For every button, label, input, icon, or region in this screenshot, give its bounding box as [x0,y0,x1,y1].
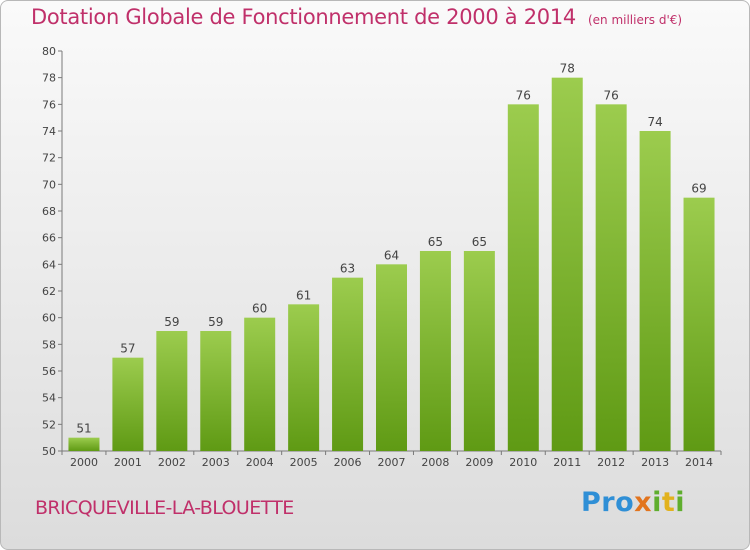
bar [683,197,715,451]
title-text: Dotation Globale de Fonctionnement de 20… [31,5,576,29]
data-label: 76 [604,88,619,102]
y-tick-label: 78 [42,72,56,85]
x-tick-label: 2004 [246,456,274,469]
x-tick-label: 2011 [553,456,581,469]
x-tick-label: 2007 [378,456,406,469]
x-tick-label: 2001 [114,456,142,469]
data-label: 51 [76,422,91,436]
bar [68,437,100,451]
chart-title: Dotation Globale de Fonctionnement de 20… [31,5,682,29]
data-label: 69 [691,182,706,196]
bar [507,104,539,451]
x-tick-label: 2005 [290,456,318,469]
bar [112,357,144,451]
bar [463,251,495,451]
logo-part-3: i [652,487,662,518]
bar [200,331,232,451]
data-label: 61 [296,288,311,302]
data-label: 59 [208,315,223,329]
y-tick-label: 62 [42,285,56,298]
y-tick-label: 64 [42,258,56,271]
data-label: 57 [120,342,135,356]
bar [244,317,276,451]
y-tick-label: 54 [42,392,56,405]
x-tick-label: 2012 [597,456,625,469]
logo-part-1: Pro [581,487,635,518]
y-tick-label: 76 [42,98,56,111]
x-tick-label: 2006 [334,456,362,469]
bar [376,264,407,451]
x-tick-label: 2013 [641,456,669,469]
bar [419,251,451,451]
data-label: 59 [164,315,179,329]
y-tick-label: 70 [42,178,56,191]
bar [288,304,320,451]
y-tick-label: 60 [42,312,56,325]
y-tick-label: 58 [42,338,56,351]
commune-name: BRICQUEVILLE-LA-BLOUETTE [35,497,294,519]
y-tick-label: 68 [42,205,56,218]
bar [551,77,583,452]
x-tick-label: 2010 [509,456,537,469]
x-tick-label: 2009 [465,456,493,469]
data-label: 76 [516,88,531,102]
axes: 50 52 54 56 58 60 62 64 66 68 70 72 74 76 78 80 2000 2001… [42,45,722,469]
data-label: 78 [560,62,575,76]
x-tick-label: 2008 [421,456,449,469]
data-label: 64 [384,248,399,262]
data-label: 65 [428,235,443,249]
data-label: 63 [340,262,355,276]
y-tick-label: 80 [42,45,56,58]
y-tick-label: 66 [42,232,56,245]
y-tick-label: 52 [42,418,56,431]
unit-note: (en milliers d'€) [587,13,683,27]
bars [68,77,715,452]
x-tick-label: 2003 [202,456,230,469]
logo-part-4: t [661,487,676,518]
data-labels: 51 57 59 59 60 61 63 64 65 65 76 78 76 74 69 [76,62,706,436]
logo-part-2: x [634,487,653,518]
x-tick-label: 2000 [70,456,98,469]
x-tick-label: 2014 [685,456,713,469]
bar [156,331,188,451]
data-label: 65 [472,235,487,249]
y-tick-label: 50 [42,445,56,458]
data-label: 74 [647,115,662,129]
data-label: 60 [252,302,267,316]
y-tick-label: 56 [42,365,56,378]
proxiti-logo[interactable]: Proxiti [581,487,685,518]
y-tick-label: 72 [42,152,56,165]
y-tick-label: 74 [42,125,56,138]
bar [332,277,364,451]
logo-part-5: i [675,487,686,518]
x-tick-label: 2002 [158,456,186,469]
bar [639,131,671,451]
bar [595,104,627,451]
